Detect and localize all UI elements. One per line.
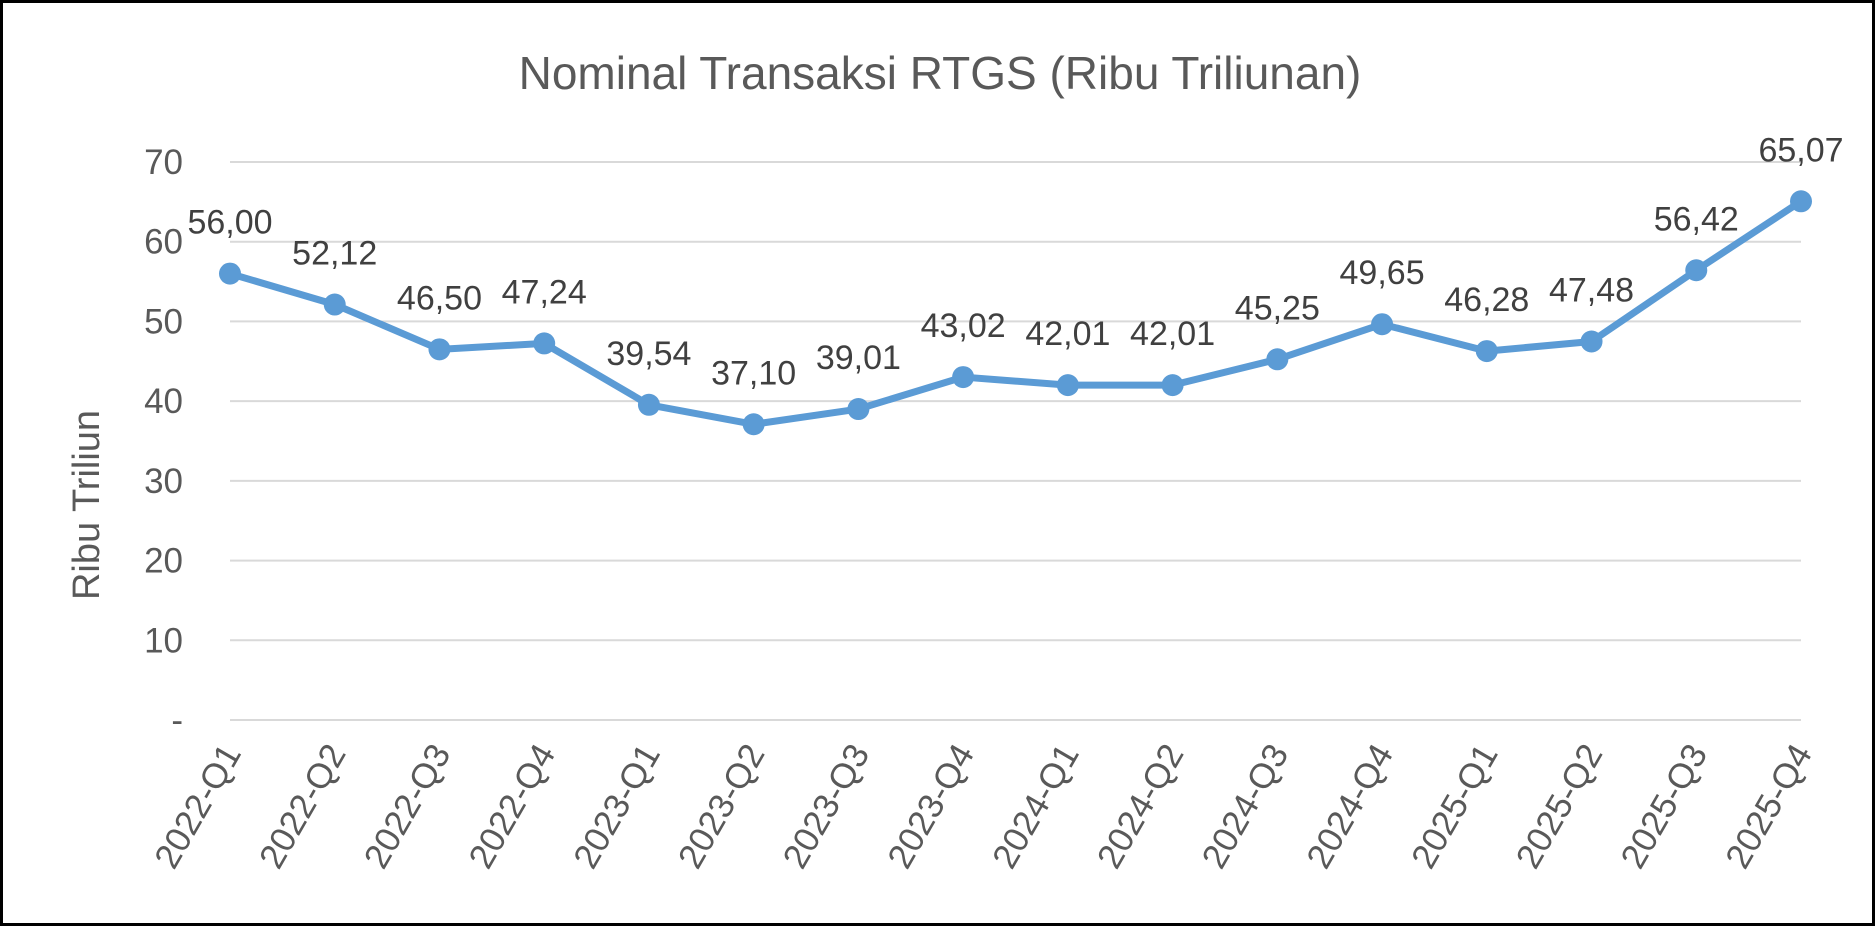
x-tick-label: 2023-Q3 (775, 738, 877, 875)
series (219, 190, 1812, 436)
y-tick-label: 60 (144, 223, 183, 262)
y-axis-title: Ribu Triliun (66, 410, 108, 600)
data-label: 47,48 (1549, 272, 1634, 310)
data-label: 56,42 (1654, 200, 1739, 238)
data-label: 42,01 (1025, 315, 1110, 353)
y-tick-label: 30 (144, 462, 183, 501)
x-tick-label: 2023-Q1 (566, 738, 668, 875)
data-label: 39,54 (606, 335, 691, 373)
x-tick-label: 2024-Q4 (1299, 738, 1401, 875)
data-label: 47,24 (502, 273, 587, 311)
x-tick-label: 2022-Q3 (357, 738, 459, 875)
data-label: 56,00 (187, 204, 272, 242)
x-tick-label: 2023-Q2 (671, 738, 773, 875)
data-point (1371, 313, 1394, 336)
data-label: 52,12 (292, 235, 377, 273)
chart-title: Nominal Transaksi RTGS (Ribu Triliunan) (519, 47, 1362, 99)
data-label: 65,07 (1758, 131, 1843, 169)
data-point (952, 366, 975, 389)
data-point (1790, 190, 1812, 213)
data-label: 45,25 (1235, 289, 1320, 327)
data-point (847, 398, 870, 421)
x-tick-label: 2025-Q3 (1613, 738, 1715, 875)
data-point (219, 262, 241, 285)
data-label: 46,28 (1444, 281, 1529, 319)
data-labels: 56,00 52,12 46,50 47,24 39,54 37,10 39,01 43,02… (187, 131, 1843, 392)
x-tick-label: 2022-Q2 (252, 738, 354, 875)
y-tick-label: 20 (144, 542, 183, 581)
x-tick-label: 2025-Q4 (1718, 738, 1820, 875)
data-label: 49,65 (1340, 254, 1425, 292)
y-tick-label: 70 (144, 143, 183, 182)
data-label: 46,50 (397, 279, 482, 317)
y-tick-label: - (171, 701, 183, 740)
gridlines (230, 161, 1801, 721)
y-axis-ticks: - 10 20 30 40 50 60 70 (144, 143, 183, 740)
data-label: 43,02 (921, 307, 1006, 345)
x-tick-label: 2022-Q1 (147, 738, 249, 875)
data-point (1580, 330, 1603, 353)
x-tick-label: 2024-Q2 (1090, 738, 1192, 875)
y-tick-label: 50 (144, 302, 183, 341)
data-point (637, 393, 660, 416)
data-point (1475, 340, 1498, 363)
x-tick-label: 2023-Q4 (880, 737, 982, 874)
x-tick-label: 2024-Q3 (1194, 738, 1296, 875)
data-point (1056, 374, 1079, 397)
data-point (533, 332, 556, 355)
x-tick-label: 2024-Q1 (985, 738, 1087, 875)
data-point (1161, 374, 1184, 397)
x-axis-ticks: 2022-Q1 2022-Q2 2022-Q3 2022-Q4 2023-Q1 2023-… (147, 737, 1820, 874)
data-point (1685, 259, 1708, 282)
x-tick-label: 2025-Q1 (1404, 738, 1506, 875)
line-chart: Nominal Transaksi RTGS (Ribu Triliunan) … (66, 47, 1844, 875)
data-label: 42,01 (1130, 315, 1215, 353)
series-line (226, 197, 1805, 428)
data-label: 39,01 (816, 339, 901, 377)
x-tick-label: 2022-Q4 (461, 738, 563, 875)
data-point (323, 293, 346, 316)
data-point (428, 338, 451, 361)
data-point (1266, 348, 1289, 371)
y-tick-label: 10 (144, 621, 183, 660)
data-point (742, 413, 765, 436)
x-tick-label: 2025-Q2 (1509, 738, 1611, 875)
data-label: 37,10 (711, 354, 796, 392)
y-tick-label: 40 (144, 382, 183, 421)
